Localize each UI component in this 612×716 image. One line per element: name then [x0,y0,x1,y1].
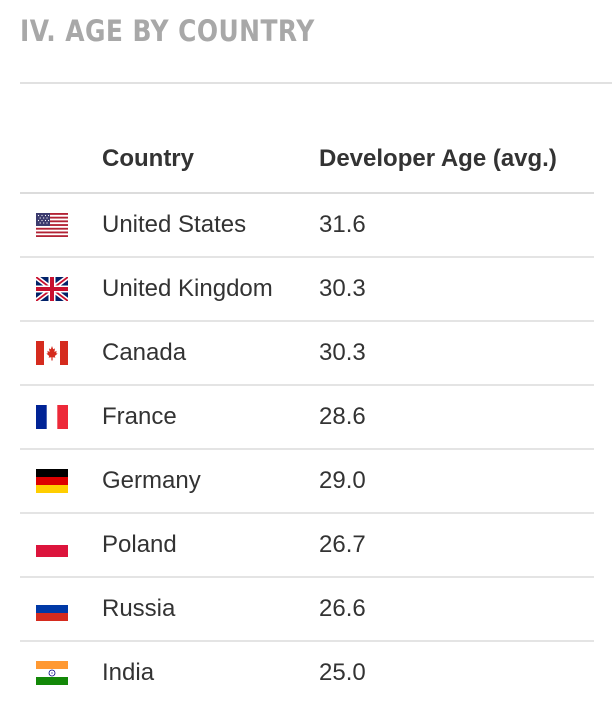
age-cell: 25.0 [319,659,366,686]
uk-flag-icon [36,277,68,301]
country-column-header: Country [102,125,319,194]
country-cell: United Kingdom [102,257,319,322]
age-cell: 26.7 [319,513,594,578]
age-by-country-table: Country Developer Age (avg.) [20,125,594,704]
us-flag-icon [36,213,68,237]
age-cell: 30.3 [319,257,594,322]
age-column-header: Developer Age (avg.) [319,125,594,194]
germany-flag-icon [36,469,68,493]
france-flag-icon [36,405,68,429]
table-row: Russia 26.6 [20,577,594,642]
table-row: Poland 26.7 [20,513,594,578]
section-title: IV. AGE BY COUNTRY [20,14,315,48]
title-divider [20,82,612,84]
age-cell: 29.0 [319,449,594,514]
table-row: Canada 30.3 [20,321,594,386]
table-header-row: Country Developer Age (avg.) [20,125,594,194]
table-row: Germany 29.0 [20,449,594,514]
country-cell: United States [102,193,319,258]
age-cell: 30.3 [319,321,594,386]
country-cell: Russia [102,577,319,642]
country-cell: Poland [102,513,319,578]
canada-flag-icon [36,341,68,365]
country-cell: India [102,659,155,686]
age-cell: 26.6 [319,577,594,642]
country-cell: Canada [102,321,319,386]
country-cell: Germany [102,449,319,514]
table-row: United States 31.6 [20,193,594,258]
russia-flag-icon [36,597,68,621]
india-flag-icon [36,661,68,685]
age-cell: 31.6 [319,193,594,258]
country-cell: France [102,385,319,450]
poland-flag-icon [36,533,68,557]
table-row: United Kingdom 30.3 [20,257,594,322]
table-row: France 28.6 [20,385,594,450]
flag-column-header [20,125,102,194]
age-cell: 28.6 [319,385,594,450]
table-row: India 25.0 [20,641,594,704]
